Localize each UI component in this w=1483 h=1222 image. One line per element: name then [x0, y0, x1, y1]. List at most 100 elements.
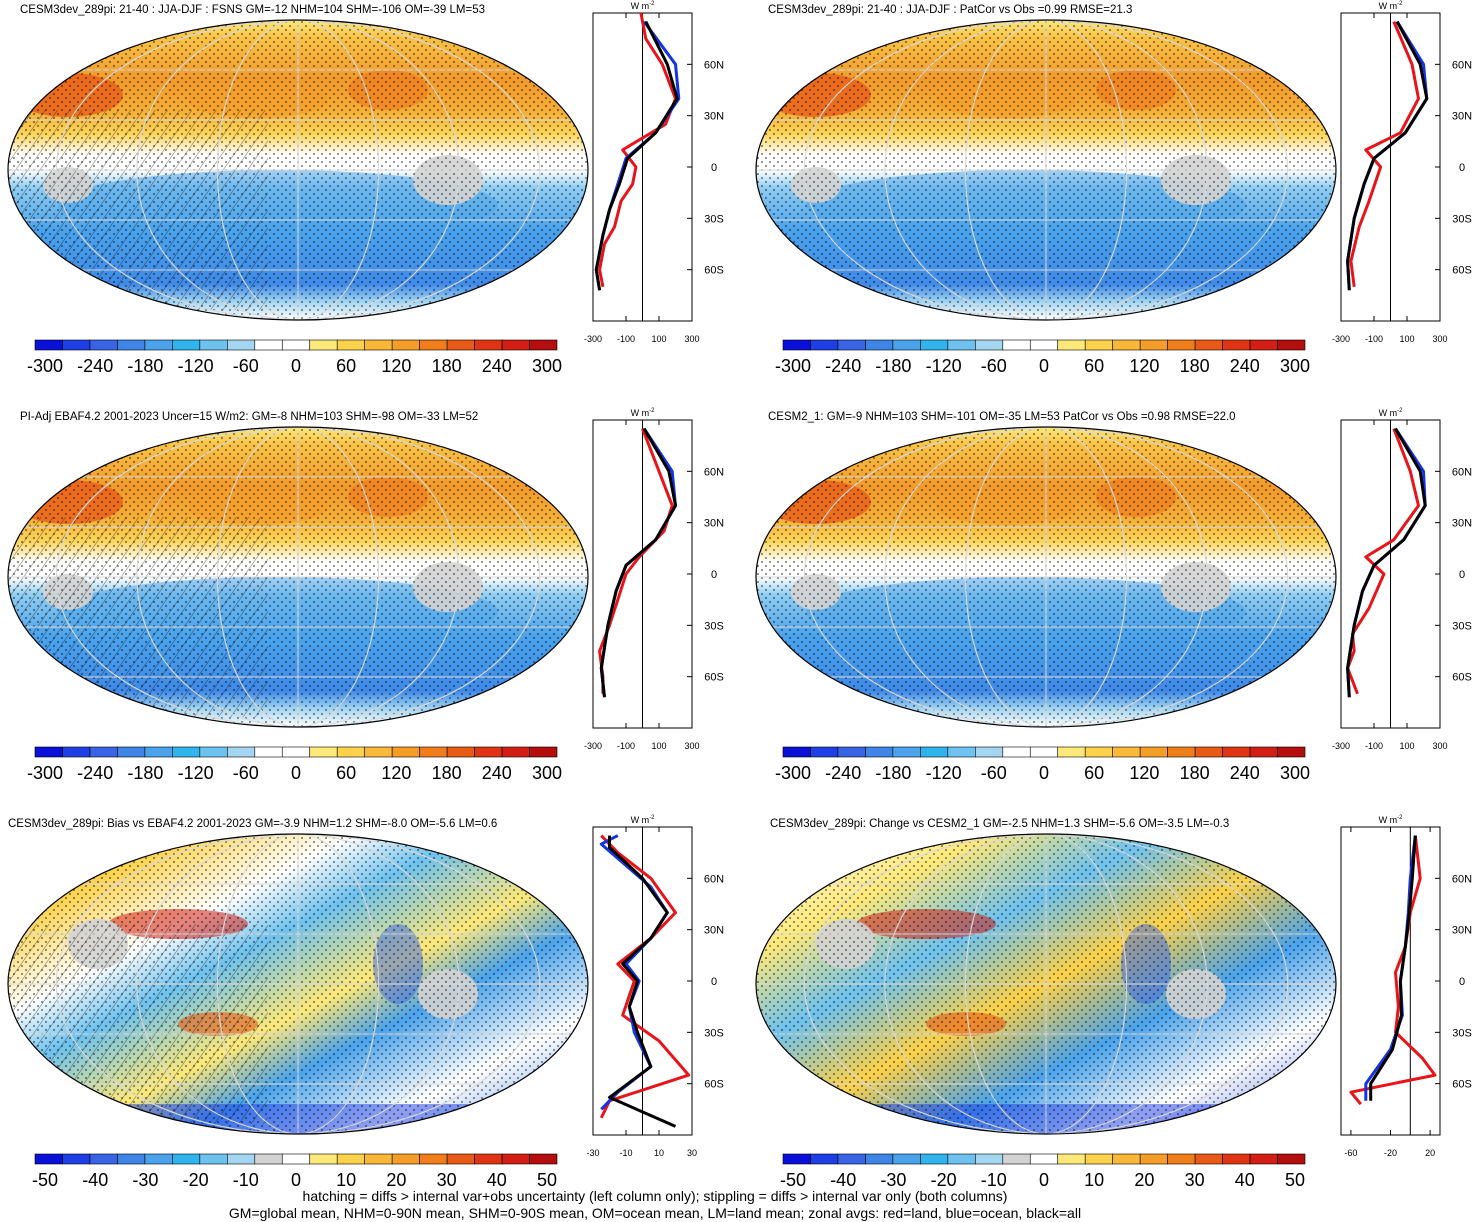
zonal-y-tick-label: 0 [711, 976, 717, 988]
zonal-x-tick-label: 300 [684, 334, 699, 344]
hatch-overlay [8, 924, 268, 1124]
colorbar-box [200, 1154, 227, 1164]
colorbar-tick-label: -30 [132, 1170, 158, 1190]
zonal-x-tick-label: -100 [1365, 741, 1383, 751]
colorbar-box [975, 1154, 1002, 1164]
zonal-x-tick-label: -100 [617, 741, 635, 751]
panel-5: CESM3dev_289pi: Bias vs EBAF4.2 2001-202… [8, 815, 724, 1190]
colorbar-box [282, 1154, 309, 1164]
zonal-y-tick-label: 30N [704, 925, 724, 937]
colorbar-box [502, 1154, 529, 1164]
zonal-y-tick-label: 60S [704, 672, 724, 684]
colorbar-box [530, 340, 557, 350]
colorbar-tick-label: -180 [127, 356, 163, 376]
colorbar-tick-label: 20 [386, 1170, 406, 1190]
colorbar-box [117, 340, 144, 350]
colorbar-tick-label: -120 [178, 763, 214, 783]
colorbar-box [920, 340, 947, 350]
colorbar-box [1278, 1154, 1305, 1164]
colorbar-tick-label: 40 [487, 1170, 507, 1190]
colorbar-box [392, 747, 419, 757]
zonal-y-tick-label: 30N [1452, 925, 1472, 937]
colorbar-tick-label: 300 [532, 763, 562, 783]
zonal-unit-label: W m-2 [1379, 815, 1403, 825]
footer-line-2: GM=global mean, NHM=0-90N mean, SHM=0-90… [0, 1205, 1310, 1222]
colorbar-box [310, 747, 337, 757]
colorbar-box [865, 747, 892, 757]
colorbar-tick-label: 40 [1235, 1170, 1255, 1190]
zonal-unit-sup: -2 [1397, 408, 1403, 414]
colorbar-tick-label: -180 [875, 763, 911, 783]
colorbar-box [475, 340, 502, 350]
zonal-y-tick-label: 0 [1459, 976, 1465, 988]
colorbar-tick-label: -50 [780, 1170, 806, 1190]
colorbar-tick-label: -180 [127, 763, 163, 783]
zonal-unit-label: W m-2 [1379, 1, 1403, 11]
colorbar-box [810, 1154, 837, 1164]
colorbar-box [1085, 747, 1112, 757]
zonal-x-tick-label: -20 [1384, 1148, 1397, 1158]
colorbar-box [90, 340, 117, 350]
zonal-y-tick-label: 60S [704, 265, 724, 277]
colorbar-box [227, 340, 254, 350]
colorbar-box [365, 747, 392, 757]
colorbar-tick-label: 180 [432, 763, 462, 783]
colorbar-tick-label: 120 [1129, 356, 1159, 376]
zonal-unit-label: W m-2 [631, 815, 655, 825]
colorbar-box [1168, 1154, 1195, 1164]
colorbar-box [337, 340, 364, 350]
colorbar-tick-label: -300 [27, 356, 63, 376]
colorbar-box [1030, 340, 1057, 350]
colorbar-box [475, 1154, 502, 1164]
colorbar-box [145, 747, 172, 757]
hatch-overlay [8, 517, 268, 717]
colorbar-box [1223, 747, 1250, 757]
zonal-y-tick-label: 0 [1459, 569, 1465, 581]
colorbar-tick-label: 0 [291, 763, 301, 783]
colorbar-box [1250, 1154, 1277, 1164]
colorbar-tick-label: 120 [1129, 763, 1159, 783]
colorbar-box [530, 1154, 557, 1164]
colorbar-tick-label: 60 [1084, 356, 1104, 376]
colorbar-box [1168, 747, 1195, 757]
zonal-unit-sup: -2 [1397, 1, 1403, 7]
zonal-unit-label: W m-2 [631, 1, 655, 11]
colorbar-box [1003, 747, 1030, 757]
colorbar-box [447, 340, 474, 350]
colorbar-tick-label: -10 [981, 1170, 1007, 1190]
zonal-y-tick-label: 60S [704, 1079, 724, 1091]
zonal-x-tick-label: -300 [1332, 741, 1350, 751]
colorbar-tick-label: 30 [1185, 1170, 1205, 1190]
colorbar-tick-label: -50 [32, 1170, 58, 1190]
panel-title: CESM3dev_289pi: Change vs CESM2_1 GM=-2.… [770, 818, 1229, 830]
zonal-y-tick-label: 0 [1459, 162, 1465, 174]
colorbar-box [948, 1154, 975, 1164]
zonal-unit-sup: -2 [649, 1, 655, 7]
zonal-x-tick-label: 300 [1432, 741, 1447, 751]
zonal-unit-sup: -2 [649, 408, 655, 414]
colorbar-box [227, 1154, 254, 1164]
colorbar-box [1250, 747, 1277, 757]
zonal-y-tick-label: 0 [711, 162, 717, 174]
colorbar-box [337, 1154, 364, 1164]
zonal-unit-label: W m-2 [631, 408, 655, 418]
zonal-x-tick-label: 10 [654, 1148, 664, 1158]
colorbar-box [783, 747, 810, 757]
colorbar-box [200, 340, 227, 350]
colorbar-box [1250, 340, 1277, 350]
zonal-y-tick-label: 0 [711, 569, 717, 581]
colorbar-box [1113, 1154, 1140, 1164]
colorbar-tick-label: -120 [926, 763, 962, 783]
colorbar-box [838, 747, 865, 757]
colorbar-box [365, 340, 392, 350]
panel-title: CESM3dev_289pi: 21-40 : JJA-DJF : PatCor… [768, 4, 1132, 16]
colorbar-tick-label: 240 [482, 356, 512, 376]
colorbar-box [838, 1154, 865, 1164]
hatch-overlay [8, 110, 268, 310]
zonal-y-tick-label: 60S [1452, 1079, 1472, 1091]
colorbar-box [1278, 340, 1305, 350]
